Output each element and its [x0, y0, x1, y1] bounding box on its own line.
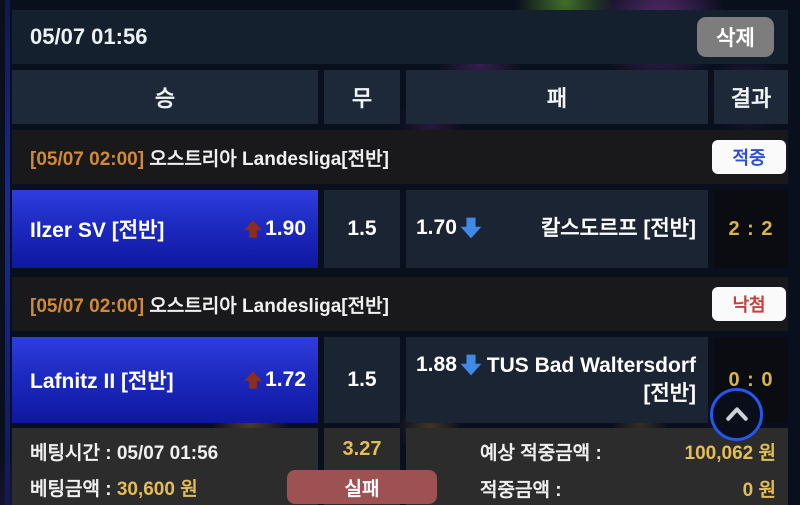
- away-odds-value: 1.88: [416, 353, 457, 377]
- odds-up-arrow-icon: [242, 218, 264, 240]
- match-league-name: 오스트리아 Landesliga[전반]: [149, 295, 389, 317]
- bet-summary: 베팅시간 : 05/07 01:56 베팅금액 : 30,600 원 3.27 …: [12, 428, 788, 505]
- bet-result-badge: 실패: [287, 470, 437, 504]
- bet-amount-value: 30,600 원: [116, 479, 198, 500]
- home-odds: 1.72: [242, 368, 306, 392]
- header-draw: 무: [324, 70, 400, 124]
- home-win-cell[interactable]: Lafnitz II [전반] 1.72: [12, 337, 318, 423]
- hit-amount-line: 적중금액 : 0 원: [480, 475, 776, 502]
- home-odds-value: 1.72: [265, 368, 306, 391]
- table-header-row: 승 무 패 결과: [12, 70, 788, 124]
- header-lose: 패: [406, 70, 708, 124]
- header-win: 승: [12, 70, 318, 124]
- bet-placed-time: 05/07 01:56: [30, 24, 148, 49]
- away-odds: 1.70: [416, 215, 484, 241]
- away-team-name: TUS Bad Waltersdorf [전반]: [486, 354, 696, 405]
- total-odds-value: 3.27: [342, 438, 382, 460]
- odds-up-arrow-icon: [242, 369, 264, 391]
- away-win-cell[interactable]: 1.70 칼스도르프 [전반]: [406, 190, 708, 268]
- bet-time-label: 베팅시간 :: [30, 443, 112, 464]
- bet-summary-middle: 3.27 실패: [287, 428, 437, 505]
- match-info-row: [05/07 02:00] 오스트리아 Landesliga[전반] 낙첨: [12, 277, 788, 331]
- left-edge-glow: [5, 0, 10, 505]
- bet-row: Ilzer SV [전반] 1.90 1.5 1.70: [12, 190, 788, 268]
- match-kickoff-time: [05/07 02:00]: [30, 148, 145, 170]
- odds-down-arrow-icon: [458, 215, 484, 241]
- chevron-up-icon: [722, 400, 752, 430]
- score-cell: 2 : 2: [714, 190, 788, 268]
- bet-header-bar: 05/07 01:56 삭제: [12, 10, 788, 64]
- bet-amount-label: 베팅금액 :: [30, 479, 112, 500]
- header-result: 결과: [714, 70, 788, 124]
- expected-hit-line: 예상 적중금액 : 100,062 원: [480, 438, 776, 465]
- bet-time-line: 베팅시간 : 05/07 01:56: [30, 438, 318, 465]
- match-league-name: 오스트리아 Landesliga[전반]: [149, 148, 389, 170]
- home-odds: 1.90: [242, 217, 306, 241]
- draw-odds-value: 1.5: [347, 368, 377, 391]
- away-odds: 1.88: [416, 352, 484, 378]
- status-badge: 낙첨: [712, 287, 786, 321]
- away-win-cell[interactable]: 1.88 TUS Bad Waltersdorf [전반]: [406, 337, 708, 423]
- bet-time-value: 05/07 01:56: [116, 443, 219, 464]
- bet-amount-line: 베팅금액 : 30,600 원: [30, 474, 318, 501]
- home-win-cell[interactable]: Ilzer SV [전반] 1.90: [12, 190, 318, 268]
- expected-hit-label: 예상 적중금액 :: [480, 443, 602, 464]
- match-league: [05/07 02:00] 오스트리아 Landesliga[전반]: [30, 144, 389, 171]
- away-odds-value: 1.70: [416, 216, 457, 240]
- draw-cell[interactable]: 1.5: [324, 337, 400, 423]
- draw-odds-value: 1.5: [347, 217, 377, 240]
- match-info-row: [05/07 02:00] 오스트리아 Landesliga[전반] 적중: [12, 130, 788, 184]
- match-kickoff-time: [05/07 02:00]: [30, 295, 145, 317]
- odds-down-arrow-icon: [458, 352, 484, 378]
- bet-summary-left: 베팅시간 : 05/07 01:56 베팅금액 : 30,600 원: [12, 428, 318, 505]
- bet-row: Lafnitz II [전반] 1.72 1.5 1.88: [12, 337, 788, 423]
- match-league: [05/07 02:00] 오스트리아 Landesliga[전반]: [30, 291, 389, 318]
- scroll-to-top-button[interactable]: [710, 388, 763, 441]
- hit-amount-label: 적중금액 :: [480, 480, 562, 501]
- status-badge: 적중: [712, 140, 786, 174]
- bet-summary-right: 예상 적중금액 : 100,062 원 적중금액 : 0 원: [406, 428, 788, 505]
- delete-button[interactable]: 삭제: [697, 17, 774, 57]
- hit-amount-value: 0 원: [742, 480, 776, 501]
- away-team-name: 칼스도르프 [전반]: [540, 217, 696, 241]
- home-odds-value: 1.90: [265, 217, 306, 240]
- draw-cell[interactable]: 1.5: [324, 190, 400, 268]
- expected-hit-value: 100,062 원: [684, 443, 776, 464]
- home-team-name: Lafnitz II [전반]: [30, 370, 174, 393]
- home-team-name: Ilzer SV [전반]: [30, 219, 165, 242]
